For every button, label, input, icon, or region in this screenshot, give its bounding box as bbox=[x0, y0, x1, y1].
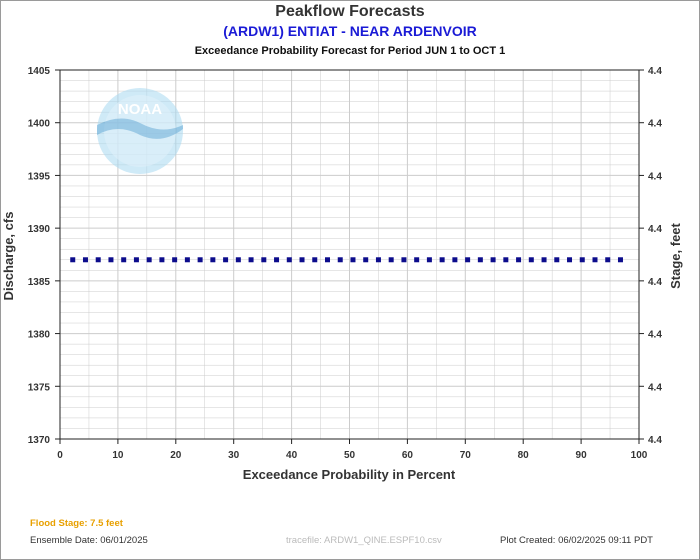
data-point bbox=[452, 257, 458, 263]
data-point bbox=[490, 257, 496, 263]
data-point bbox=[592, 257, 598, 263]
y-tick-label: 1390 bbox=[28, 224, 51, 235]
data-point bbox=[261, 257, 267, 263]
data-point bbox=[133, 257, 139, 263]
y-tick-label: 1405 bbox=[28, 66, 51, 77]
y2-axis-ticks: 4.4 4.4 4.4 4.4 4.4 4.4 4.4 4.4 bbox=[639, 66, 662, 446]
x-tick-label: 60 bbox=[402, 450, 414, 461]
data-point bbox=[286, 257, 292, 263]
data-point bbox=[197, 257, 203, 263]
y-tick-label: 1370 bbox=[28, 435, 51, 446]
data-point bbox=[554, 257, 560, 263]
y2-tick-label: 4.4 bbox=[648, 66, 662, 77]
data-point bbox=[312, 257, 318, 263]
data-point bbox=[388, 257, 394, 263]
y-axis-label: Discharge, cfs bbox=[1, 212, 16, 301]
data-point bbox=[159, 257, 165, 263]
data-point bbox=[503, 257, 509, 263]
x-axis-ticks: 0 10 20 30 40 50 60 70 80 90 100 bbox=[57, 439, 648, 461]
data-point bbox=[401, 257, 407, 263]
x-tick-label: 20 bbox=[170, 450, 182, 461]
data-point bbox=[146, 257, 152, 263]
data-point bbox=[70, 257, 76, 263]
y-tick-label: 1400 bbox=[28, 119, 51, 130]
ensemble-date: Ensemble Date: 06/01/2025 bbox=[30, 535, 148, 546]
y2-axis-label: Stage, feet bbox=[668, 222, 683, 288]
data-point bbox=[223, 257, 229, 263]
data-point bbox=[337, 257, 343, 263]
forecast-period: Exceedance Probability Forecast for Peri… bbox=[194, 45, 506, 57]
y2-tick-label: 4.4 bbox=[648, 171, 662, 182]
y2-tick-label: 4.4 bbox=[648, 382, 662, 393]
data-point bbox=[121, 257, 127, 263]
data-point bbox=[299, 257, 305, 263]
data-point bbox=[350, 257, 356, 263]
y-tick-label: 1395 bbox=[28, 171, 51, 182]
noaa-logo-text: NOAA bbox=[118, 101, 162, 118]
series-layer bbox=[70, 257, 623, 263]
x-tick-label: 50 bbox=[344, 450, 356, 461]
x-tick-label: 90 bbox=[576, 450, 588, 461]
data-point bbox=[274, 257, 280, 263]
data-point bbox=[95, 257, 101, 263]
y2-tick-label: 4.4 bbox=[648, 224, 662, 235]
x-tick-label: 100 bbox=[631, 450, 648, 461]
y2-tick-label: 4.4 bbox=[648, 330, 662, 341]
y-tick-label: 1380 bbox=[28, 330, 51, 341]
data-point bbox=[516, 257, 522, 263]
data-point bbox=[617, 257, 623, 263]
flood-stage-note: Flood Stage: 7.5 feet bbox=[30, 518, 123, 529]
data-point bbox=[465, 257, 471, 263]
data-point bbox=[605, 257, 611, 263]
data-point bbox=[248, 257, 254, 263]
y2-tick-label: 4.4 bbox=[648, 435, 662, 446]
y-axis-ticks: 1370 1375 1380 1385 1390 1395 1400 1405 bbox=[28, 66, 60, 446]
data-point bbox=[363, 257, 369, 263]
x-tick-label: 30 bbox=[228, 450, 240, 461]
x-tick-label: 40 bbox=[286, 450, 298, 461]
x-axis-label: Exceedance Probability in Percent bbox=[243, 467, 456, 482]
y-tick-label: 1385 bbox=[28, 277, 51, 288]
y2-tick-label: 4.4 bbox=[648, 277, 662, 288]
data-point bbox=[567, 257, 573, 263]
data-point bbox=[172, 257, 178, 263]
station-subtitle: (ARDW1) ENTIAT - NEAR ARDENVOIR bbox=[223, 23, 477, 39]
y-tick-label: 1375 bbox=[28, 382, 51, 393]
data-point bbox=[541, 257, 547, 263]
data-point bbox=[439, 257, 445, 263]
data-point bbox=[324, 257, 330, 263]
noaa-logo: NOAA bbox=[97, 88, 183, 174]
chart-title: Peakflow Forecasts bbox=[275, 3, 425, 20]
data-point bbox=[108, 257, 114, 263]
data-point bbox=[184, 257, 190, 263]
x-tick-label: 0 bbox=[57, 450, 63, 461]
plot-created: Plot Created: 06/02/2025 09:11 PDT bbox=[500, 535, 653, 546]
data-point bbox=[375, 257, 381, 263]
data-point bbox=[210, 257, 216, 263]
data-point bbox=[414, 257, 420, 263]
trace-file: tracefile: ARDW1_QINE.ESPF10.csv bbox=[286, 535, 442, 546]
data-point bbox=[82, 257, 88, 263]
x-tick-label: 70 bbox=[460, 450, 472, 461]
data-point bbox=[579, 257, 585, 263]
x-tick-label: 80 bbox=[518, 450, 530, 461]
data-point bbox=[235, 257, 241, 263]
x-tick-label: 10 bbox=[112, 450, 124, 461]
data-point bbox=[426, 257, 432, 263]
data-point bbox=[528, 257, 534, 263]
data-point bbox=[477, 257, 483, 263]
y2-tick-label: 4.4 bbox=[648, 119, 662, 130]
